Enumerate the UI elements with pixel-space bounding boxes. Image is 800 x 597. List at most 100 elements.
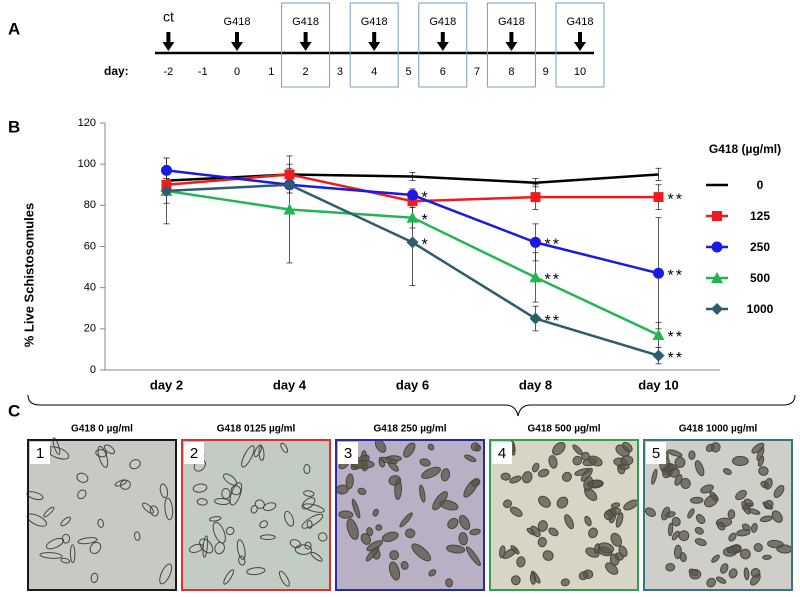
organism	[561, 471, 572, 482]
day-tick-label: 0	[234, 66, 240, 78]
organism	[77, 537, 98, 545]
organism	[212, 521, 226, 544]
organism	[419, 458, 431, 467]
organism	[522, 471, 533, 484]
organism	[310, 551, 323, 562]
organism	[142, 502, 155, 514]
organism	[404, 528, 416, 539]
day-tick-label: 6	[440, 66, 446, 78]
marker	[529, 312, 542, 325]
y-tick-label: 120	[78, 117, 96, 129]
organism	[114, 479, 128, 487]
organism	[671, 530, 680, 541]
day-tick-label: 3	[337, 66, 343, 78]
image-number: 1	[36, 445, 44, 462]
organism	[357, 487, 367, 496]
organism	[694, 460, 705, 477]
organism	[208, 516, 222, 522]
organism	[421, 466, 441, 479]
organism	[537, 536, 547, 548]
organism	[258, 445, 265, 461]
legend-label: 0	[757, 178, 764, 192]
organism	[43, 506, 55, 518]
organism	[465, 546, 481, 567]
image-border	[335, 439, 485, 591]
number-box	[492, 442, 512, 464]
image-title: G418 0 µg/ml	[71, 424, 133, 435]
organism	[196, 498, 208, 506]
marker	[530, 192, 541, 203]
y-tick-label: 100	[78, 158, 96, 170]
organism	[510, 545, 520, 555]
organism	[289, 539, 302, 549]
treatment-label: G418	[498, 16, 525, 28]
treatment-label: G418	[429, 16, 456, 28]
organism	[164, 497, 174, 521]
organism	[306, 520, 313, 529]
organism	[317, 532, 328, 542]
legend-marker	[712, 211, 722, 221]
organism	[149, 505, 159, 517]
organism	[762, 554, 772, 560]
x-tick-label: day 6	[396, 377, 429, 392]
legend-marker	[711, 272, 723, 283]
organism	[711, 554, 720, 563]
image-number: 3	[344, 445, 352, 462]
treatment-label: ct	[163, 9, 174, 25]
organism	[689, 496, 704, 504]
panel-label: C	[8, 401, 20, 420]
day-tick-label: -2	[164, 66, 174, 78]
organism	[753, 543, 763, 552]
marker	[406, 236, 419, 249]
organism	[610, 532, 622, 547]
day-box	[486, 2, 536, 88]
micrograph	[182, 440, 330, 590]
image-bg	[28, 440, 176, 590]
organism	[665, 562, 676, 572]
organism	[750, 522, 758, 533]
organism	[578, 571, 589, 581]
organism	[715, 576, 727, 584]
organism	[253, 444, 263, 458]
organism	[516, 556, 526, 568]
organism	[709, 491, 719, 502]
marker	[653, 267, 664, 279]
organism	[603, 509, 615, 521]
organism	[706, 577, 717, 588]
organism	[432, 491, 448, 511]
number-box	[30, 442, 50, 464]
organism	[678, 530, 690, 542]
organism	[743, 498, 754, 507]
organism	[716, 521, 726, 531]
organism	[246, 567, 266, 576]
organism	[303, 490, 315, 497]
organism	[661, 506, 671, 521]
marker	[160, 184, 173, 197]
marker	[406, 211, 419, 223]
organism	[651, 468, 658, 485]
organism	[52, 437, 61, 455]
organism	[509, 475, 522, 484]
organism	[346, 518, 359, 540]
organism	[259, 520, 269, 529]
organism	[581, 451, 590, 461]
organism	[60, 557, 71, 564]
arrow-head	[574, 42, 586, 51]
organism	[538, 495, 551, 508]
organism	[671, 516, 681, 527]
organism	[250, 504, 258, 514]
organism	[262, 502, 277, 512]
image-border	[181, 439, 331, 591]
day-tick-label: -1	[198, 66, 208, 78]
organism	[542, 550, 554, 561]
arrow-head	[436, 42, 449, 51]
y-tick-label: 80	[84, 199, 96, 211]
organism	[236, 539, 246, 560]
organism	[388, 561, 401, 581]
marker	[653, 192, 664, 203]
series-line	[166, 173, 659, 184]
marker	[407, 196, 418, 207]
arrow-head	[231, 42, 243, 51]
organism	[375, 524, 383, 531]
organism	[378, 456, 398, 465]
